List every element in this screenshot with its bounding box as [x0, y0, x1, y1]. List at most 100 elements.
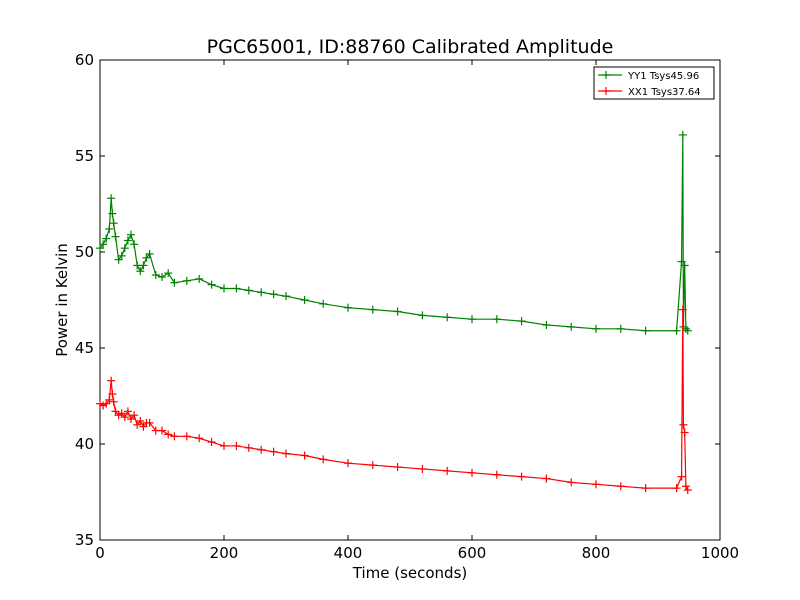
plot-area: 0 200 400 600 800 1000 35 40 45 50 55 60 [75, 51, 739, 562]
series-1-point [542, 320, 551, 329]
series-2-point [164, 430, 173, 439]
series-1-point [680, 261, 689, 270]
series-2-point [105, 395, 114, 404]
y-axis-label: Power in Kelvin [53, 243, 71, 357]
series-2-point [269, 447, 278, 456]
series-1-point [151, 271, 160, 280]
series-2-point [592, 480, 600, 489]
series-2-point [319, 455, 328, 464]
series-2-point [220, 441, 228, 450]
series-1-point [170, 278, 179, 287]
series-1-point [108, 209, 117, 218]
series-1-point [244, 286, 253, 295]
series-2-point [136, 416, 145, 425]
series-1-point [109, 219, 118, 228]
series-1-point [139, 261, 148, 270]
series-2-point [207, 438, 216, 447]
series-1-point [145, 249, 154, 258]
series-1-point [120, 244, 129, 253]
series-1-point [99, 240, 108, 249]
x-tick-label: 200 [210, 544, 239, 562]
series-1-point [517, 317, 526, 326]
series-2-point [182, 432, 191, 441]
series-2-point [282, 449, 290, 458]
series-1-point [182, 276, 191, 285]
series-2-point [120, 413, 129, 422]
series-2-point [680, 428, 689, 437]
series-1-point [683, 326, 692, 335]
plot-frame [99, 59, 721, 541]
series-1-point [220, 284, 228, 293]
y-tick-label: 35 [75, 531, 94, 549]
series-2-point [107, 376, 116, 385]
legend-box [593, 66, 715, 100]
series-1-point [641, 326, 650, 335]
series-2-point [542, 474, 551, 483]
series-1-point [368, 305, 377, 314]
series-1-point [136, 267, 145, 276]
series-1-point [344, 303, 352, 312]
series-2-point [616, 482, 625, 491]
series-1-point [158, 272, 166, 281]
series-1-point [269, 290, 278, 299]
x-tick-label: 600 [458, 544, 487, 562]
series-layer [96, 130, 692, 495]
series-2-point [681, 482, 690, 491]
y-tick-label: 60 [75, 51, 94, 69]
series-2-point [123, 407, 132, 416]
series-2-point [158, 426, 166, 435]
x-tick-label: 400 [334, 544, 363, 562]
series-1-point [443, 313, 452, 322]
x-tick-label: 1000 [701, 544, 739, 562]
y-tick-label: 40 [75, 435, 94, 453]
series-1-point [468, 315, 476, 324]
x-axis-label: Time (seconds) [352, 564, 468, 582]
legend-label: YY1 Tsys45.96 [627, 71, 699, 82]
series-1-point [257, 288, 266, 297]
series-2-point [300, 451, 309, 460]
legend-items: YY1 Tsys45.96 XX1 Tsys37.64 [598, 71, 701, 98]
series-2-point [468, 468, 476, 477]
chart-title: PGC65001, ID:88760 Calibrated Amplitude [207, 36, 614, 58]
series-2-point [677, 472, 686, 481]
series-2-point [130, 411, 139, 420]
y-tick-label: 45 [75, 339, 94, 357]
series-2-point [672, 484, 681, 493]
series-2-point [257, 445, 266, 454]
series-1-point [592, 324, 600, 333]
series-1-point [678, 130, 687, 139]
series-1-point [207, 280, 216, 289]
legend-entry: XX1 Tsys37.64 [598, 87, 701, 98]
series-2-point [418, 464, 427, 473]
y-tick-label: 55 [75, 147, 94, 165]
series-2-point [567, 478, 576, 487]
legend: YY1 Tsys45.96 XX1 Tsys37.64 [593, 66, 715, 100]
series-1-point [616, 324, 625, 333]
legend-label: XX1 Tsys37.64 [628, 87, 701, 98]
series-1-point [130, 240, 139, 249]
series-1-point [111, 232, 120, 241]
series-1-point [418, 311, 427, 320]
series-2-point [368, 461, 377, 470]
series-2-point [145, 418, 154, 427]
series-2-point [170, 432, 179, 441]
series-2-point [344, 459, 352, 468]
series-2-point [492, 470, 501, 479]
series-1-point [232, 284, 241, 293]
series-1-point [123, 236, 132, 245]
series-1-point [105, 224, 114, 233]
series-2-point [679, 420, 688, 429]
x-tick-label: 0 [95, 544, 105, 562]
series-1-point [127, 230, 135, 239]
ticks-layer: 0 200 400 600 800 1000 35 40 45 50 55 60 [75, 51, 739, 562]
series-2-point [244, 443, 253, 452]
series-1-point [567, 322, 576, 331]
legend-entry: YY1 Tsys45.96 [598, 71, 699, 82]
series-1-point [282, 292, 290, 301]
series-2-point [108, 390, 117, 399]
series-1-point [492, 315, 501, 324]
series-1-point [164, 269, 173, 278]
series-1-point [107, 194, 116, 203]
series-2-point [641, 484, 650, 493]
